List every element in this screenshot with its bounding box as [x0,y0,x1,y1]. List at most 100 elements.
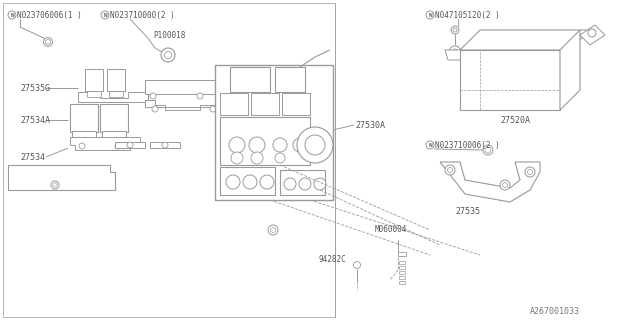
Circle shape [231,152,243,164]
Bar [399,276,405,279]
Polygon shape [580,25,605,45]
Circle shape [210,106,216,112]
Circle shape [229,137,245,153]
Circle shape [8,11,16,19]
Bar [275,67,305,92]
Bar [109,91,123,97]
Circle shape [305,135,325,155]
Circle shape [162,142,168,148]
Circle shape [502,182,508,188]
Bar [107,69,125,91]
Circle shape [588,29,596,37]
Circle shape [314,178,326,190]
Circle shape [251,152,263,164]
Circle shape [249,137,265,153]
Circle shape [297,127,333,163]
Bar [215,65,333,200]
Bar [282,93,310,115]
Bar [280,170,325,195]
Circle shape [293,138,307,152]
Polygon shape [70,137,140,150]
Text: 27535: 27535 [455,207,480,217]
Circle shape [284,178,296,190]
Circle shape [161,48,175,62]
Circle shape [451,26,459,34]
Circle shape [426,141,434,149]
Circle shape [260,175,274,189]
Circle shape [271,228,275,233]
Text: 27520A: 27520A [500,116,530,124]
Circle shape [426,11,434,19]
Circle shape [527,170,532,174]
Circle shape [449,46,461,58]
Text: N047105120(2 ): N047105120(2 ) [435,11,500,20]
Bar [399,266,405,269]
Circle shape [197,93,203,99]
Circle shape [299,178,311,190]
Polygon shape [78,92,148,102]
Circle shape [453,28,457,32]
Circle shape [500,180,510,190]
Bar [399,261,405,264]
Circle shape [485,147,491,153]
Circle shape [152,106,158,112]
Circle shape [44,37,52,46]
Circle shape [445,165,455,175]
Circle shape [273,138,287,152]
Bar [398,252,406,256]
Text: N: N [10,12,14,18]
Circle shape [45,39,51,44]
Polygon shape [115,142,145,148]
Bar [251,93,279,115]
Bar [399,281,405,284]
Bar [399,271,405,274]
Polygon shape [8,165,115,190]
Text: 94282C: 94282C [318,255,346,265]
Text: A267001033: A267001033 [530,308,580,316]
Circle shape [164,52,172,59]
Bar [102,131,126,137]
Polygon shape [150,142,180,148]
Circle shape [101,11,109,19]
Circle shape [53,183,57,187]
Bar [230,67,270,92]
Polygon shape [560,30,580,110]
Circle shape [150,93,156,99]
Bar [87,91,101,97]
Text: 27535G: 27535G [20,84,50,92]
Polygon shape [145,80,270,94]
Text: 27534A: 27534A [20,116,50,124]
Bar [220,93,248,115]
Bar [70,104,98,132]
Circle shape [275,153,285,163]
Circle shape [51,181,59,189]
Circle shape [483,145,493,155]
Text: N: N [428,12,432,18]
Circle shape [115,143,121,149]
Polygon shape [460,30,590,50]
Circle shape [447,167,452,172]
Polygon shape [440,162,540,202]
Text: N023710006(2 ): N023710006(2 ) [435,140,500,149]
Circle shape [452,49,458,55]
Bar [85,69,103,91]
Text: N023710000(2 ): N023710000(2 ) [110,11,175,20]
Bar [460,50,560,110]
Circle shape [525,167,535,177]
Bar [220,167,275,195]
Text: M060004: M060004 [375,226,408,235]
Text: N023706006(1 ): N023706006(1 ) [17,11,82,20]
Polygon shape [445,50,468,60]
Bar [3,3,335,317]
Polygon shape [145,100,260,110]
Text: N: N [428,142,432,148]
Circle shape [226,175,240,189]
Text: N: N [103,12,107,18]
Circle shape [127,142,133,148]
Text: 27530A: 27530A [355,121,385,130]
Circle shape [353,261,360,268]
Circle shape [79,143,85,149]
Text: 27534: 27534 [20,153,45,162]
Circle shape [243,175,257,189]
Circle shape [268,225,278,235]
